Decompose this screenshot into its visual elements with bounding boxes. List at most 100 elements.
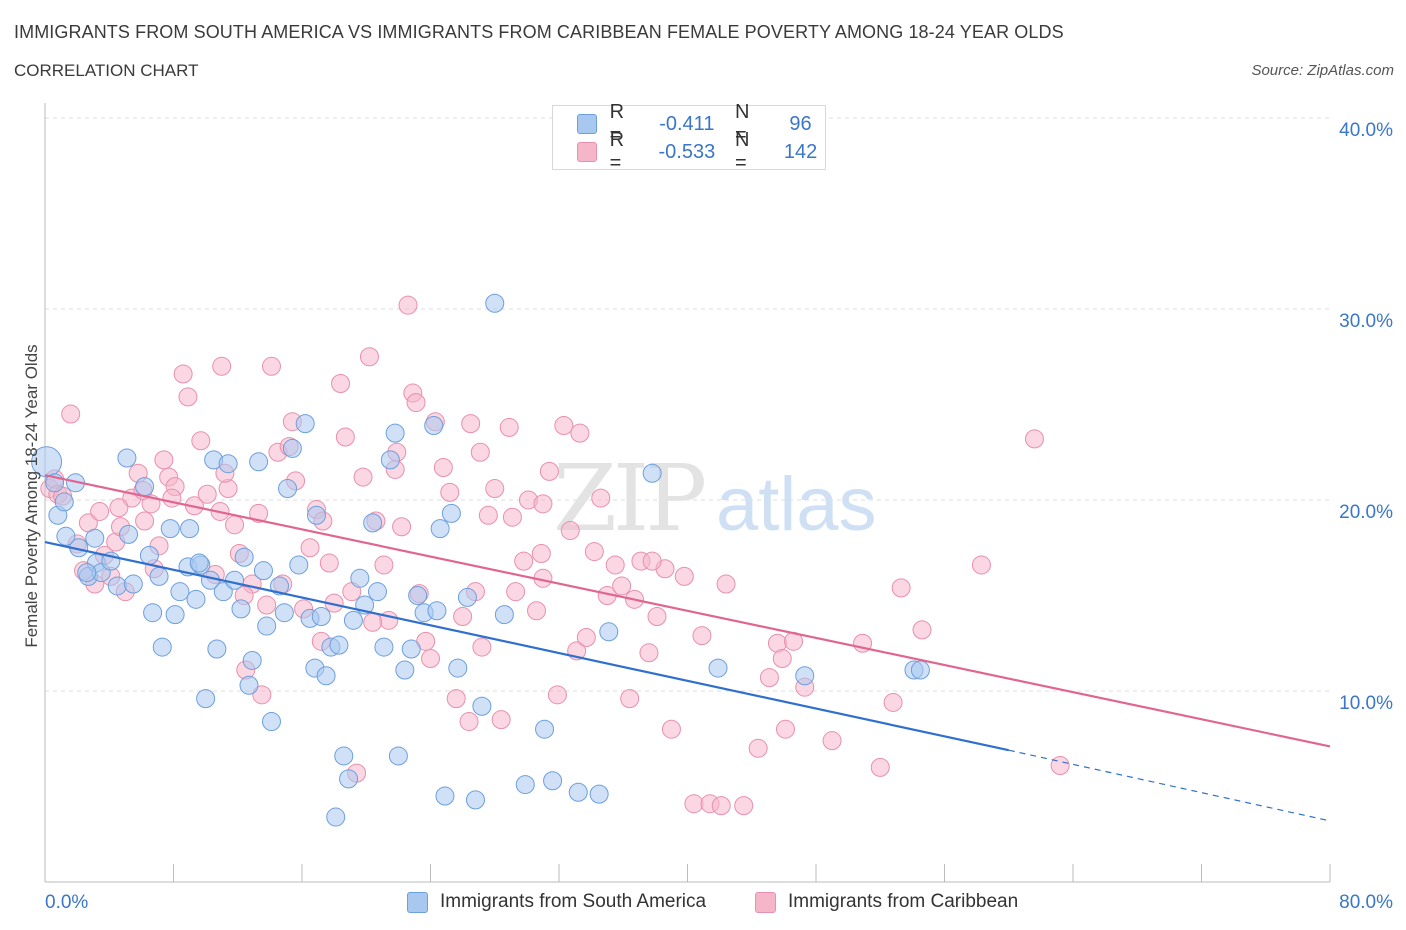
south-america-point <box>441 503 461 523</box>
caribbean-point <box>90 501 110 521</box>
caribbean-point <box>684 794 704 814</box>
south-america-point <box>589 784 609 804</box>
south-america-point <box>535 719 555 739</box>
caribbean-point <box>61 404 81 424</box>
south-america-point <box>31 446 63 478</box>
correlation-legend: R = -0.411 N = 96 R = -0.533 N = 142 <box>552 101 826 174</box>
trend-lines <box>44 474 1331 822</box>
south-america-point <box>515 775 535 795</box>
south-america-point <box>257 616 277 636</box>
south-america-point <box>485 293 505 313</box>
south-america-point <box>186 589 206 609</box>
south-america-point <box>465 790 485 810</box>
south-america-point <box>54 492 74 512</box>
caribbean-point <box>971 555 991 575</box>
caribbean-point <box>252 685 272 705</box>
caribbean-point <box>775 719 795 739</box>
caribbean-point <box>472 637 492 657</box>
south-america-point <box>207 639 227 659</box>
south-america-trend-extension <box>1008 749 1331 822</box>
south-america-point <box>249 452 269 472</box>
caribbean-point <box>353 467 373 487</box>
caribbean-point <box>554 416 574 436</box>
caribbean-point <box>647 607 667 627</box>
south-america-point <box>708 658 728 678</box>
caribbean-point <box>249 503 269 523</box>
caribbean-point <box>547 685 567 705</box>
caribbean-point <box>191 431 211 451</box>
south-america-point <box>213 582 233 602</box>
legend-swatch-blue <box>577 114 597 134</box>
south-america-point <box>363 513 383 533</box>
south-america-point <box>448 658 468 678</box>
caribbean-point <box>639 643 659 663</box>
caribbean-point <box>883 692 903 712</box>
south-america-point <box>160 519 180 539</box>
caribbean-point <box>225 515 245 535</box>
caribbean-point <box>591 488 611 508</box>
caribbean-point <box>772 649 792 669</box>
legend-n-value: 142 <box>783 140 818 163</box>
caribbean-point <box>446 689 466 709</box>
south-america-point <box>180 519 200 539</box>
tick-labels: 10.0% 20.0% 30.0% 40.0% 0.0% 80.0% <box>45 120 1393 913</box>
south-america-point <box>218 454 238 474</box>
caribbean-point <box>154 450 174 470</box>
south-america-point <box>170 582 190 602</box>
y-tick-label: 30.0% <box>1339 311 1393 332</box>
source-credit: Source: ZipAtlas.com <box>1251 62 1394 79</box>
south-america-point <box>306 505 326 525</box>
caribbean-point <box>891 578 911 598</box>
caribbean-point <box>478 505 498 525</box>
caribbean-point <box>359 347 379 367</box>
south-america-point <box>395 660 415 680</box>
legend-row-south-america: R = -0.411 N = 96 <box>577 101 825 146</box>
legend-r-label: R = <box>609 129 625 174</box>
caribbean-point <box>734 796 754 816</box>
caribbean-point <box>261 356 281 376</box>
caribbean-point <box>759 668 779 688</box>
legend-r-label: R = <box>609 101 625 146</box>
south-america-point <box>329 635 349 655</box>
bottom-legend-swatch-blue <box>407 891 428 913</box>
caribbean-point <box>406 393 426 413</box>
series-south-america-points <box>31 293 930 827</box>
bottom-legend-label: Immigrants from Caribbean <box>788 891 1019 912</box>
south-america-point <box>380 450 400 470</box>
caribbean-point <box>642 551 662 571</box>
caribbean-point <box>748 738 768 758</box>
legend-n-label: N = <box>735 129 750 174</box>
caribbean-point <box>533 494 553 514</box>
caribbean-point <box>612 576 632 596</box>
caribbean-point <box>822 731 842 751</box>
south-america-point <box>599 622 619 642</box>
south-america-point <box>385 423 405 443</box>
south-america-point <box>457 587 477 607</box>
caribbean-point <box>1024 429 1044 449</box>
caribbean-point <box>178 387 198 407</box>
caribbean-point <box>485 479 505 499</box>
south-america-point <box>196 689 216 709</box>
caribbean-point <box>392 517 412 537</box>
caribbean-point <box>499 417 519 437</box>
south-america-point <box>568 782 588 802</box>
y-tick-label: 10.0% <box>1339 693 1393 714</box>
south-america-point <box>56 526 76 546</box>
south-america-point <box>316 666 336 686</box>
caribbean-point <box>173 364 193 384</box>
south-america-point <box>234 547 254 567</box>
south-america-point <box>910 660 930 680</box>
south-america-point <box>424 416 444 436</box>
south-america-point <box>139 545 159 565</box>
caribbean-point <box>135 511 155 531</box>
chart-subtitle: CORRELATION CHART <box>14 61 199 80</box>
south-america-point <box>107 576 127 596</box>
caribbean-point <box>257 595 277 615</box>
caribbean-point <box>1050 755 1070 775</box>
south-america-point <box>795 666 815 686</box>
caribbean-trend-line <box>44 474 1331 748</box>
caribbean-point <box>539 461 559 481</box>
y-axis-label: Female Poverty Among 18-24 Year Olds <box>22 344 41 647</box>
caribbean-point <box>335 427 355 447</box>
